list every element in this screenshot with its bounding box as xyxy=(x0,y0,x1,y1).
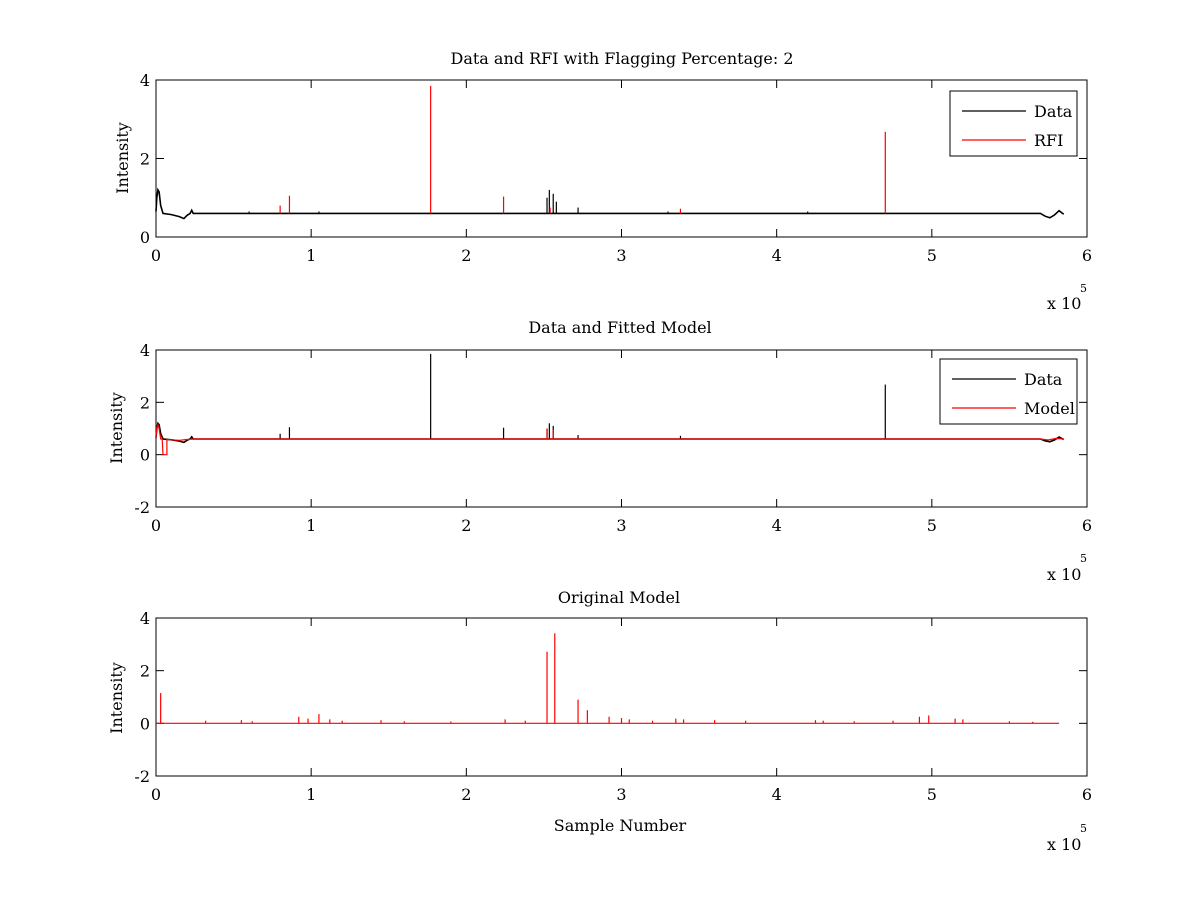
subplot-2-ylabel: Intensity xyxy=(107,392,126,464)
subplot-1-legend-label: Data xyxy=(1034,102,1073,121)
subplot-3-xtick-label: 5 xyxy=(927,785,937,804)
subplot-1-ytick-label: 0 xyxy=(140,228,150,247)
subplot-1-series-rfi xyxy=(279,85,886,214)
subplot-1-xtick-label: 2 xyxy=(461,246,471,265)
subplot-2-xtick-label: 5 xyxy=(927,516,937,535)
subplot-1-xtick-label: 4 xyxy=(772,246,782,265)
subplot-2-ytick-label: -2 xyxy=(134,498,150,517)
subplot-3: Original Model Intensity Sample Number x… xyxy=(107,588,1092,854)
subplot-3-ytick-label: 2 xyxy=(140,662,150,681)
subplot-2-title: Data and Fitted Model xyxy=(528,318,711,337)
subplot-2-xtick-label: 6 xyxy=(1082,516,1092,535)
subplot-2-ytick-label: 4 xyxy=(140,341,150,360)
subplot-1-x-exponent: x 10 xyxy=(1047,294,1081,313)
subplot-2-series-model xyxy=(155,422,1064,456)
subplot-2-x-exponent-power: 5 xyxy=(1080,552,1087,565)
subplot-2-xtick-label: 2 xyxy=(461,516,471,535)
subplot-2-ytick-label: 0 xyxy=(140,446,150,465)
subplot-1-x-exponent-power: 5 xyxy=(1080,282,1087,295)
subplot-3-x-exponent-power: 5 xyxy=(1080,822,1087,835)
subplot-2-ytick-label: 2 xyxy=(140,393,150,412)
subplot-3-xtick-label: 4 xyxy=(772,785,782,804)
subplot-1-legend: Data RFI xyxy=(949,90,1078,157)
subplot-2-legend-label: Data xyxy=(1024,370,1063,389)
subplot-3-ytick-label: 0 xyxy=(140,714,150,733)
subplot-2-xtick-label: 0 xyxy=(151,516,161,535)
subplot-3-xtick-label: 6 xyxy=(1082,785,1092,804)
subplot-1-ytick-label: 2 xyxy=(140,150,150,169)
subplot-1-xtick-label: 3 xyxy=(616,246,626,265)
subplot-1-xtick-label: 6 xyxy=(1082,246,1092,265)
subplot-3-xtick-label: 1 xyxy=(306,785,316,804)
subplot-1: Data and RFI with Flagging Percentage: 2… xyxy=(113,49,1092,313)
subplot-3-xtick-label: 2 xyxy=(461,785,471,804)
subplot-1-title: Data and RFI with Flagging Percentage: 2 xyxy=(450,49,793,68)
subplot-1-xtick-label: 1 xyxy=(306,246,316,265)
subplot-2-series-data-line xyxy=(155,421,1065,444)
subplot-3-xlabel: Sample Number xyxy=(554,816,687,835)
subplot-3-series-model xyxy=(156,633,1060,724)
subplot-2-x-exponent: x 10 xyxy=(1047,565,1081,584)
subplot-1-series-data-line xyxy=(155,187,1065,220)
subplot-3-ylabel: Intensity xyxy=(107,662,126,734)
subplot-2-xtick-label: 4 xyxy=(772,516,782,535)
subplot-2-xtick-label: 1 xyxy=(306,516,316,535)
subplot-2-legend: Data Model xyxy=(939,358,1078,425)
subplot-2-series-model-line xyxy=(155,422,1064,456)
subplot-2-legend-label: Model xyxy=(1024,399,1075,418)
subplot-1-ytick-label: 4 xyxy=(140,71,150,90)
subplot-3-ytick-label: 4 xyxy=(140,609,150,628)
subplot-1-xtick-label: 5 xyxy=(927,246,937,265)
subplot-1-series-data xyxy=(155,187,1065,220)
subplot-1-ylabel: Intensity xyxy=(113,122,132,194)
subplot-3-axes-box xyxy=(155,617,1088,777)
subplot-2-axes-box xyxy=(155,349,1088,508)
subplot-3-xtick-label: 3 xyxy=(616,785,626,804)
subplot-1-legend-box xyxy=(949,90,1078,157)
subplot-3-xtick-label: 0 xyxy=(151,785,161,804)
subplot-2-legend-box xyxy=(939,358,1078,425)
subplot-2: Data and Fitted Model Intensity x 10 5 0… xyxy=(107,318,1092,584)
subplot-1-legend-label: RFI xyxy=(1034,131,1063,150)
subplot-1-xtick-label: 0 xyxy=(151,246,161,265)
subplot-3-x-exponent: x 10 xyxy=(1047,835,1081,854)
subplot-2-xtick-label: 3 xyxy=(616,516,626,535)
subplot-3-title: Original Model xyxy=(558,588,680,607)
subplot-3-ytick-label: -2 xyxy=(134,767,150,786)
